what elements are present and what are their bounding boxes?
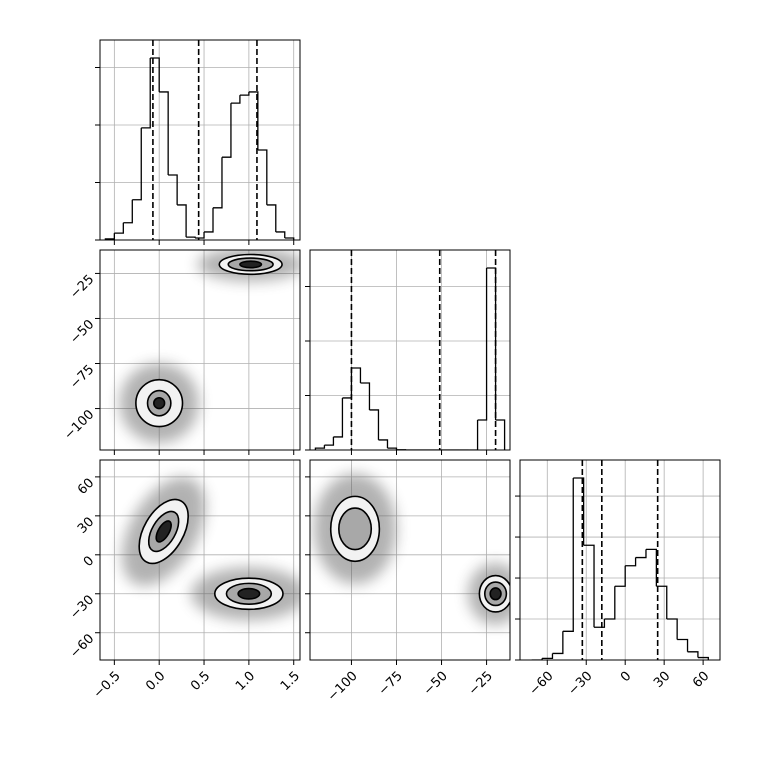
- histogram-step: [177, 204, 187, 238]
- x-tick-label: −75: [376, 669, 406, 699]
- histogram-step: [635, 549, 647, 559]
- histogram-step: [604, 586, 616, 620]
- x-tick-label: 60: [690, 669, 712, 691]
- contour-level: [338, 507, 373, 551]
- histogram-step: [468, 420, 479, 450]
- histogram-step: [123, 199, 133, 224]
- histogram-step: [284, 237, 295, 240]
- x-tick-label: 1.0: [233, 669, 258, 694]
- histogram-step: [248, 91, 259, 151]
- histogram-step: [552, 631, 564, 655]
- histogram-step: [495, 419, 506, 450]
- histogram-step: [230, 95, 241, 104]
- histogram-step: [239, 91, 250, 96]
- plot-area: [314, 250, 506, 450]
- panel: −100 −75 −50 −25: [61, 249, 301, 455]
- histogram-step: [697, 656, 709, 660]
- panel: −60 −30 0 30 60: [515, 459, 721, 699]
- panel-frame: [99, 459, 301, 661]
- y-tick-label: −25: [67, 272, 97, 302]
- panel-frame: [519, 459, 721, 661]
- panel-frame: [99, 249, 301, 451]
- x-tick-label: −60: [527, 669, 557, 699]
- histogram-step: [324, 436, 335, 446]
- histogram-step: [625, 557, 637, 567]
- y-tick-label: −75: [67, 362, 97, 392]
- x-tick-label: −30: [566, 669, 596, 699]
- plot-area: [122, 477, 300, 621]
- x-tick-label: 1.5: [278, 669, 303, 694]
- histogram-step: [583, 544, 595, 628]
- histogram-step: [687, 651, 699, 658]
- x-tick-label: −50: [421, 669, 451, 699]
- histogram-step: [333, 397, 344, 438]
- histogram-step: [195, 231, 205, 239]
- histogram-step: [666, 618, 678, 640]
- panel: [305, 249, 511, 455]
- histogram-step: [656, 585, 668, 620]
- histogram-step: [542, 653, 554, 660]
- histogram-step: [114, 222, 124, 234]
- histogram-step: [257, 149, 268, 205]
- contour-level: [239, 260, 263, 269]
- y-tick-label: 0: [81, 554, 97, 570]
- x-tick-label: −100: [325, 669, 361, 705]
- histogram-step: [562, 478, 574, 632]
- histogram-step: [204, 207, 214, 233]
- x-tick-label: 0.0: [143, 669, 168, 694]
- histogram-step: [141, 57, 151, 129]
- panel: −0.5 0.0 0.5 1.0 1.5 −60 −30 0 30 60: [67, 459, 303, 702]
- x-tick-label: 0: [618, 669, 634, 685]
- histogram-step: [186, 236, 196, 238]
- plot-area: [531, 460, 709, 660]
- histogram-step: [378, 439, 389, 449]
- contour-level: [155, 520, 172, 543]
- histogram-step: [351, 367, 362, 383]
- panel: [95, 39, 301, 245]
- histogram-step: [150, 57, 160, 92]
- histogram-step: [677, 638, 689, 652]
- histogram-step: [221, 103, 232, 158]
- contour-level: [153, 396, 166, 410]
- y-tick-label: −50: [67, 317, 97, 347]
- panel-frame: [309, 459, 511, 661]
- plot-area: [313, 473, 510, 625]
- plot-area: [104, 40, 295, 240]
- histogram-step: [614, 565, 626, 587]
- histogram-step: [275, 231, 286, 238]
- y-tick-label: 60: [75, 476, 97, 498]
- histogram-step: [104, 233, 115, 240]
- panel-frame: [99, 39, 301, 241]
- histogram-step: [645, 548, 658, 587]
- y-tick-label: 30: [75, 515, 97, 537]
- contour-level: [237, 587, 261, 600]
- x-tick-label: −0.5: [91, 669, 124, 702]
- x-tick-label: −25: [466, 669, 496, 699]
- histogram-step: [132, 127, 142, 201]
- histogram-step: [387, 447, 398, 450]
- x-tick-label: 30: [651, 669, 673, 691]
- histogram-step: [594, 619, 606, 628]
- histogram-step: [369, 409, 380, 440]
- histogram-step: [159, 91, 169, 176]
- histogram-step: [360, 382, 371, 410]
- y-tick-label: −60: [67, 631, 97, 661]
- plot-area: [119, 250, 300, 443]
- y-tick-label: −100: [61, 407, 97, 443]
- histogram-step: [266, 204, 277, 232]
- contour-level: [489, 587, 502, 601]
- x-tick-label: 0.5: [188, 669, 213, 694]
- histogram-step: [477, 267, 488, 421]
- histogram-step: [573, 477, 585, 546]
- histogram-step: [342, 367, 353, 399]
- panel: −100 −75 −50 −25: [305, 459, 511, 705]
- y-tick-label: −30: [67, 592, 97, 622]
- histogram-step: [486, 267, 497, 421]
- panel-frame: [309, 249, 511, 451]
- histogram-step: [213, 157, 223, 209]
- histogram-step: [168, 174, 178, 205]
- histogram-step: [314, 445, 326, 450]
